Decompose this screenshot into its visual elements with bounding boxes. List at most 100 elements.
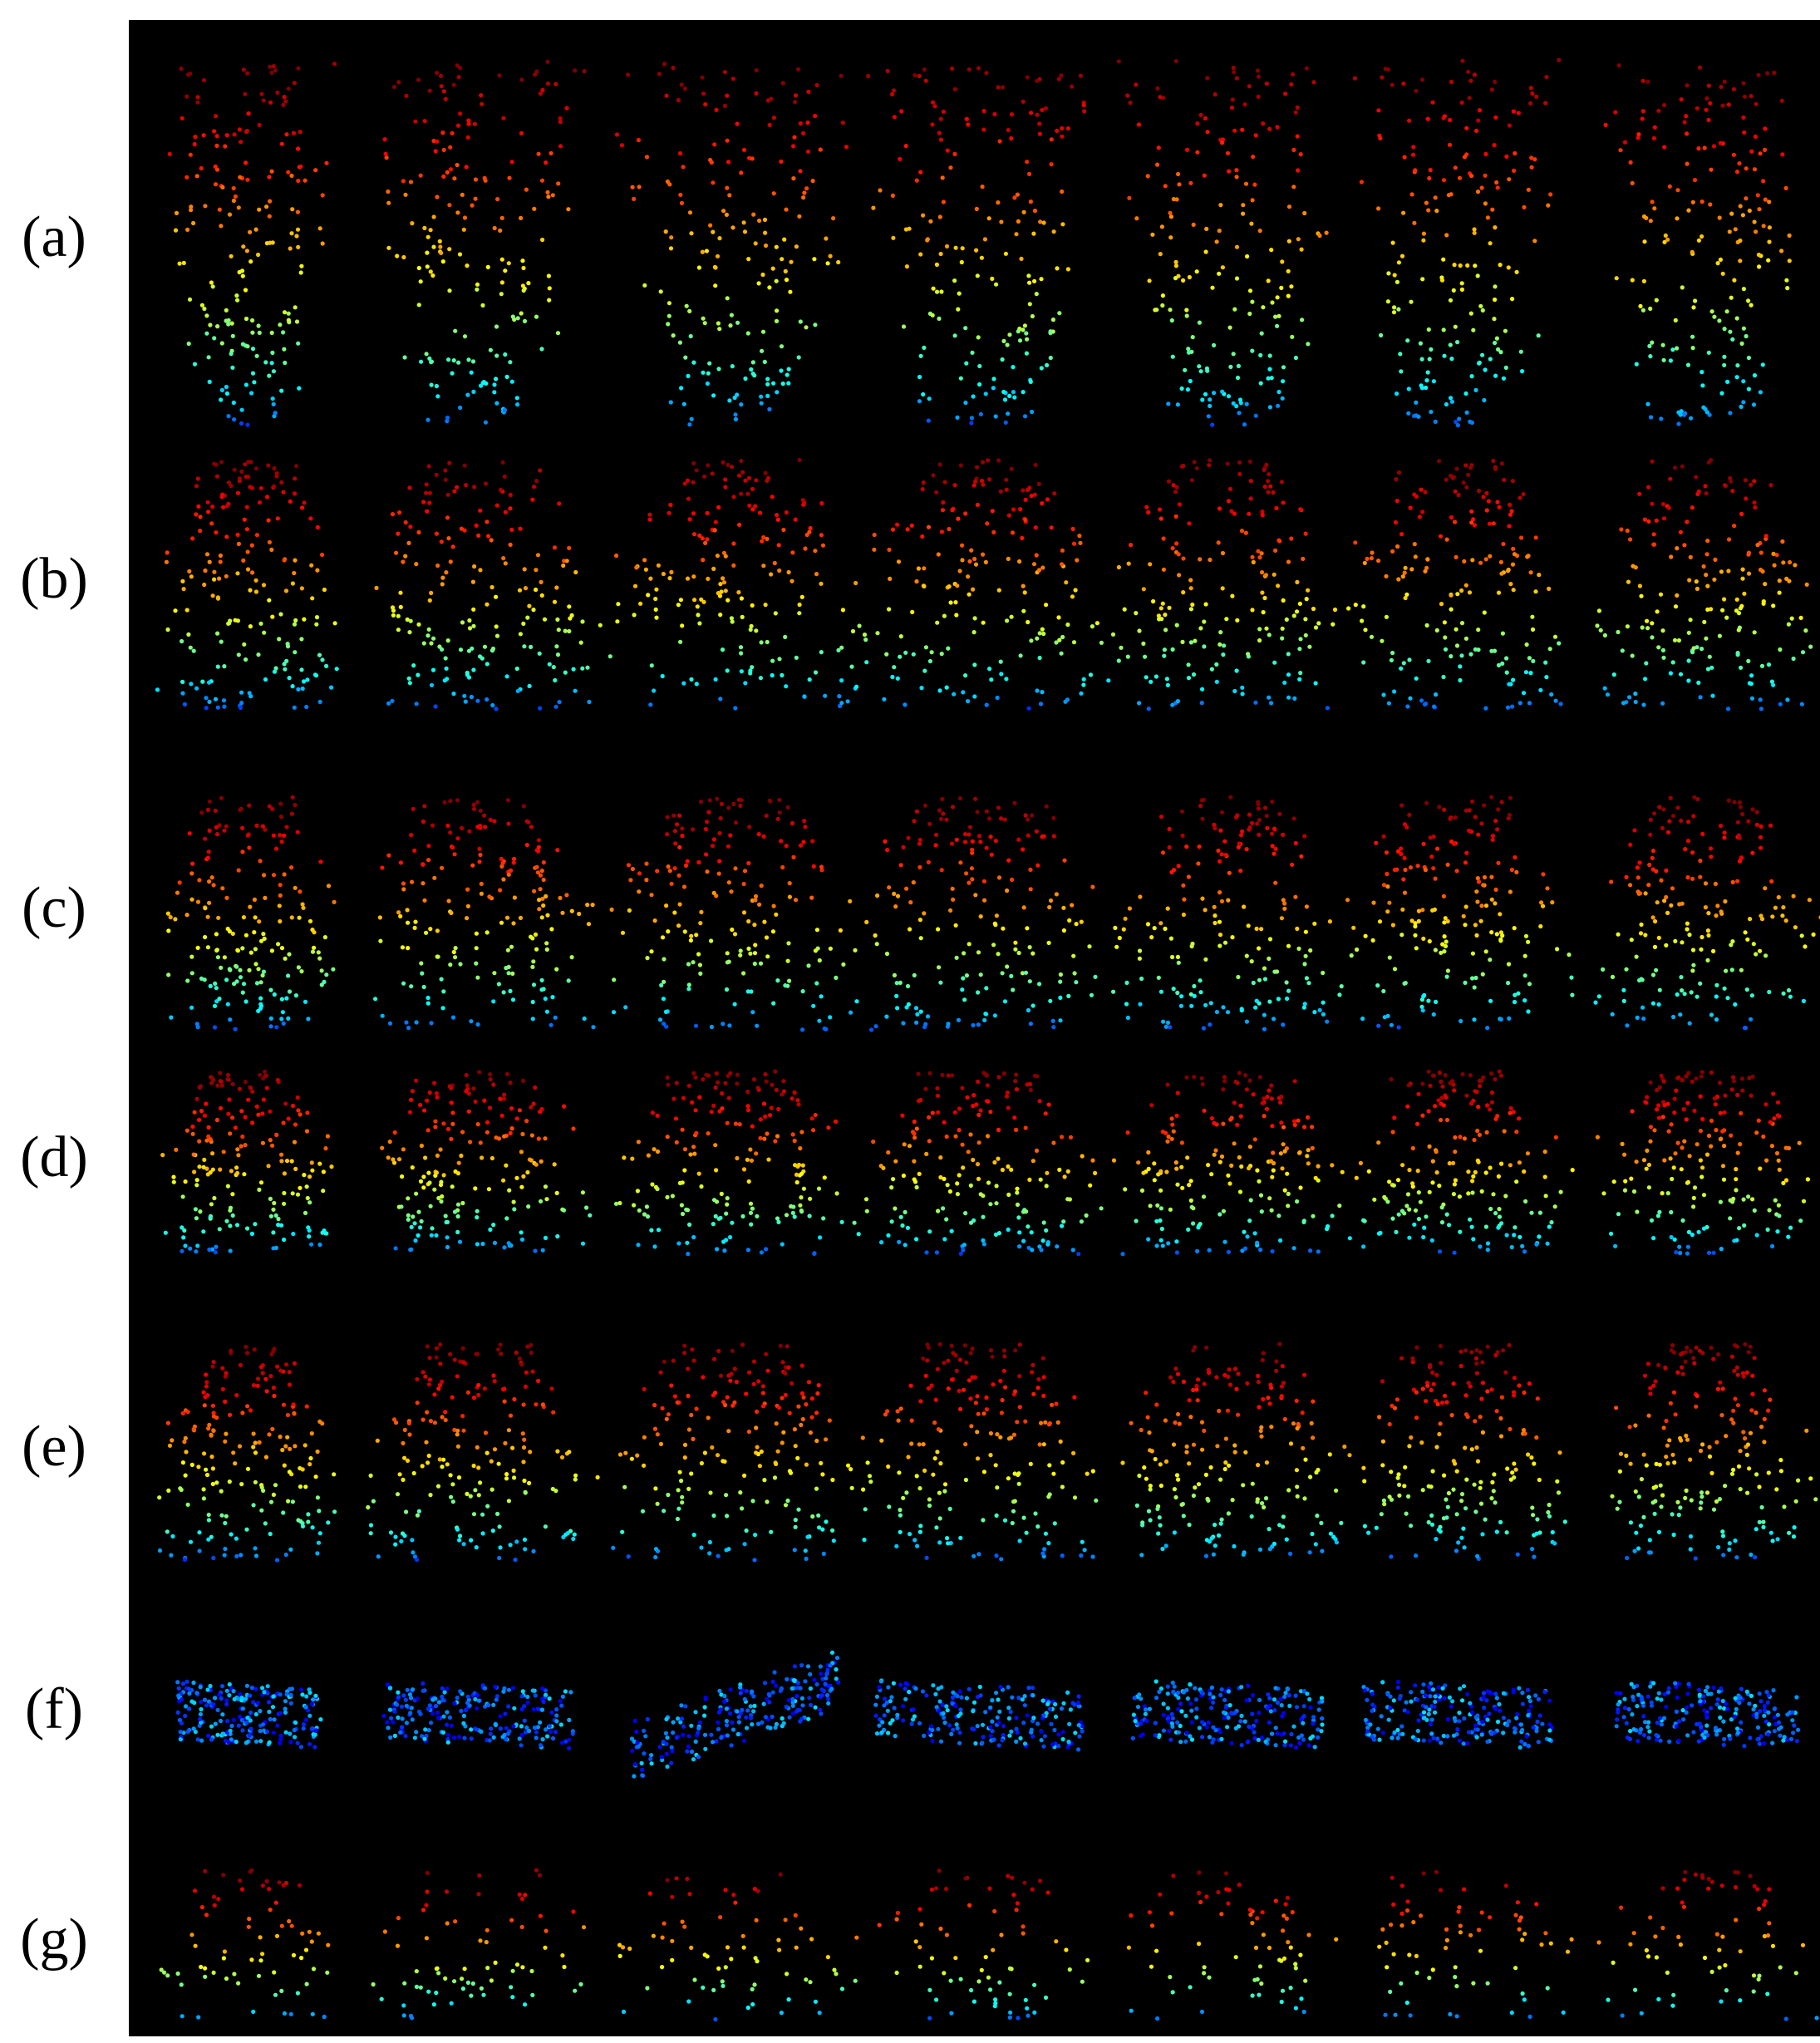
point: [1428, 168, 1433, 173]
point: [819, 581, 824, 586]
point: [438, 73, 444, 78]
point: [1023, 497, 1028, 502]
point: [475, 1021, 480, 1027]
point: [455, 1229, 460, 1234]
point: [1680, 988, 1685, 993]
point: [1174, 485, 1179, 490]
point: [281, 330, 286, 335]
point: [985, 1134, 991, 1139]
point: [508, 506, 513, 511]
point: [953, 923, 958, 928]
point: [236, 868, 241, 873]
point: [1734, 170, 1740, 175]
point: [1221, 1209, 1226, 1213]
point: [1275, 323, 1280, 328]
point: [976, 335, 981, 340]
point: [1029, 111, 1034, 116]
point: [1286, 268, 1291, 273]
point: [1514, 269, 1519, 274]
point: [1050, 318, 1055, 322]
point: [1610, 1012, 1615, 1017]
point: [1013, 940, 1018, 945]
point: [241, 558, 246, 564]
point: [1022, 323, 1027, 328]
point: [1516, 991, 1521, 996]
point: [279, 1223, 284, 1228]
point: [555, 1233, 560, 1239]
point: [519, 1184, 524, 1189]
point: [1185, 147, 1190, 152]
point: [1706, 460, 1711, 465]
point: [1031, 1159, 1035, 1164]
point: [972, 556, 977, 562]
point: [283, 99, 288, 104]
point: [1432, 704, 1437, 709]
point: [908, 900, 913, 905]
point: [396, 531, 401, 536]
point: [270, 350, 275, 355]
point: [1000, 357, 1005, 362]
point: [427, 1180, 432, 1185]
point: [1147, 278, 1152, 283]
point: [1492, 143, 1497, 148]
point: [1146, 1166, 1151, 1171]
point: [1311, 606, 1316, 612]
point: [1099, 640, 1104, 645]
point: [721, 550, 727, 555]
point: [1768, 823, 1773, 828]
point: [1725, 996, 1730, 1001]
point: [1304, 597, 1309, 602]
point: [514, 1116, 519, 1121]
point: [770, 495, 775, 500]
point: [1072, 971, 1077, 976]
point: [525, 615, 530, 620]
point: [1353, 540, 1358, 545]
point: [450, 371, 455, 376]
point: [1461, 913, 1466, 918]
point: [450, 544, 455, 549]
point: [491, 999, 496, 1004]
point: [903, 650, 908, 655]
point: [1675, 346, 1680, 351]
point: [471, 389, 476, 394]
point: [173, 228, 179, 233]
point: [290, 1191, 295, 1196]
point: [322, 935, 327, 940]
point: [1522, 973, 1527, 978]
point: [407, 681, 412, 686]
point: [1528, 86, 1533, 91]
point: [758, 676, 764, 681]
point: [166, 928, 171, 933]
point: [1638, 891, 1643, 896]
point: [441, 147, 446, 152]
point: [1290, 334, 1295, 339]
point: [204, 706, 209, 711]
point: [1419, 357, 1424, 362]
point: [1447, 142, 1453, 147]
point: [578, 640, 583, 645]
point: [981, 1242, 986, 1247]
point: [1070, 1248, 1075, 1253]
point: [429, 1233, 434, 1238]
point: [301, 905, 306, 910]
point: [694, 1130, 699, 1135]
point: [1494, 336, 1499, 341]
point: [1174, 1113, 1179, 1118]
point: [1682, 543, 1687, 548]
point: [1125, 654, 1130, 659]
point: [1709, 1012, 1714, 1017]
point: [1327, 919, 1332, 924]
point: [1443, 943, 1449, 948]
point: [1000, 1167, 1005, 1173]
point: [750, 156, 755, 161]
point: [755, 1213, 760, 1218]
point: [777, 657, 782, 662]
point: [180, 638, 184, 644]
point: [1654, 298, 1659, 303]
point: [475, 1242, 480, 1247]
point: [962, 832, 968, 837]
point: [1678, 1012, 1683, 1017]
point: [1093, 974, 1098, 979]
point: [755, 1023, 760, 1028]
